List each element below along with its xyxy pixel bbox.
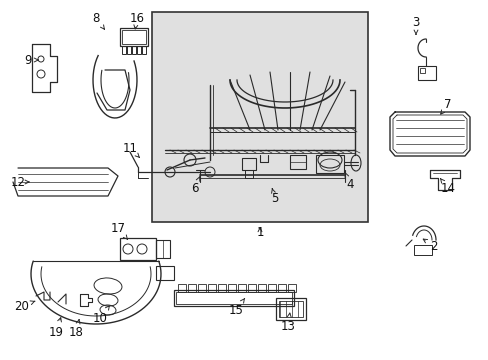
Text: 12: 12 <box>10 175 29 189</box>
Text: 9: 9 <box>24 54 38 67</box>
Bar <box>244 170 252 178</box>
Bar <box>267 284 275 292</box>
Text: 5: 5 <box>271 189 278 204</box>
Text: 8: 8 <box>92 12 104 29</box>
Text: 10: 10 <box>92 306 109 324</box>
Bar <box>152 12 367 222</box>
Bar <box>287 284 295 292</box>
Bar <box>132 46 136 54</box>
Bar <box>419 68 424 73</box>
Bar <box>122 46 126 54</box>
Bar <box>227 284 236 292</box>
Text: 7: 7 <box>440 99 451 114</box>
Text: 2: 2 <box>423 239 437 252</box>
Text: 6: 6 <box>191 176 200 194</box>
Bar <box>218 284 225 292</box>
Text: 1: 1 <box>256 225 263 238</box>
Text: 17: 17 <box>110 221 127 239</box>
Bar <box>279 301 303 317</box>
Text: 4: 4 <box>344 173 353 192</box>
Text: 11: 11 <box>122 141 139 157</box>
Bar <box>207 284 216 292</box>
Bar <box>417 66 435 80</box>
Bar <box>120 238 156 260</box>
Bar <box>278 284 285 292</box>
Bar <box>275 298 305 320</box>
Bar <box>258 284 265 292</box>
Bar <box>142 46 146 54</box>
Bar <box>198 284 205 292</box>
Bar <box>156 240 170 258</box>
Bar <box>174 290 293 306</box>
Text: 15: 15 <box>228 298 244 316</box>
Bar <box>178 284 185 292</box>
Bar <box>176 292 291 304</box>
Text: 14: 14 <box>440 179 454 194</box>
Text: 18: 18 <box>68 320 83 338</box>
Bar <box>127 46 131 54</box>
Bar <box>315 155 343 173</box>
Bar <box>247 284 256 292</box>
Bar <box>187 284 196 292</box>
Text: 19: 19 <box>48 318 63 338</box>
Bar <box>156 240 163 258</box>
Bar <box>120 28 148 46</box>
Bar <box>289 155 305 169</box>
Bar <box>137 46 141 54</box>
Text: 20: 20 <box>15 300 35 312</box>
Text: 16: 16 <box>129 12 144 29</box>
Bar <box>156 266 174 280</box>
Bar <box>242 158 256 170</box>
Bar <box>122 30 146 44</box>
Bar <box>238 284 245 292</box>
Bar <box>413 245 431 255</box>
Text: 3: 3 <box>411 15 419 34</box>
Text: 13: 13 <box>280 313 295 333</box>
